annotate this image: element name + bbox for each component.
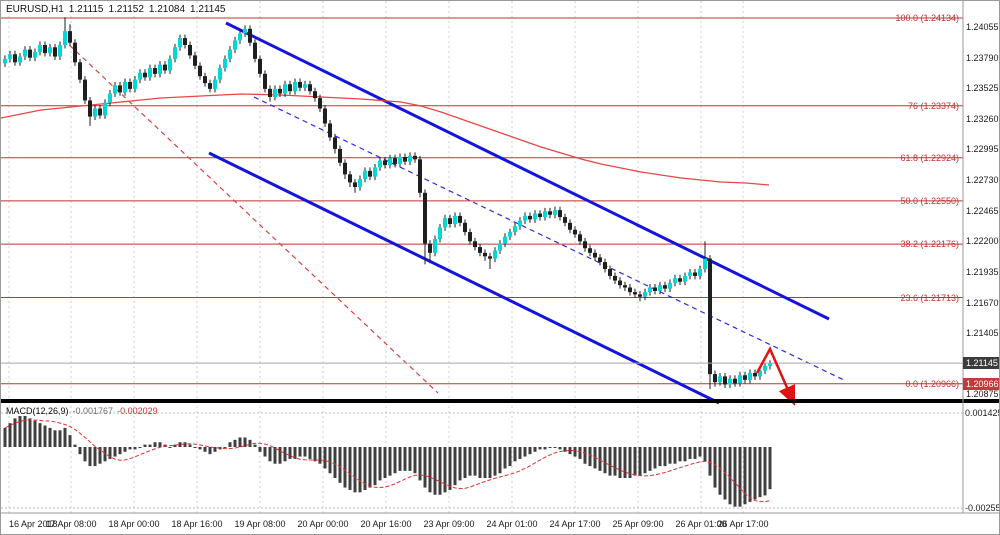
macd-signal-line [4, 419, 771, 503]
projection-arrow[interactable] [755, 346, 796, 406]
channel-lower[interactable] [208, 151, 720, 405]
price-axis[interactable] [963, 1, 999, 513]
channel-upper[interactable] [225, 21, 830, 321]
channel-mid-dashed[interactable] [253, 96, 847, 382]
time-axis[interactable] [1, 513, 999, 534]
moving-average-line [1, 93, 770, 186]
old-trendline-dashed[interactable] [62, 38, 439, 394]
